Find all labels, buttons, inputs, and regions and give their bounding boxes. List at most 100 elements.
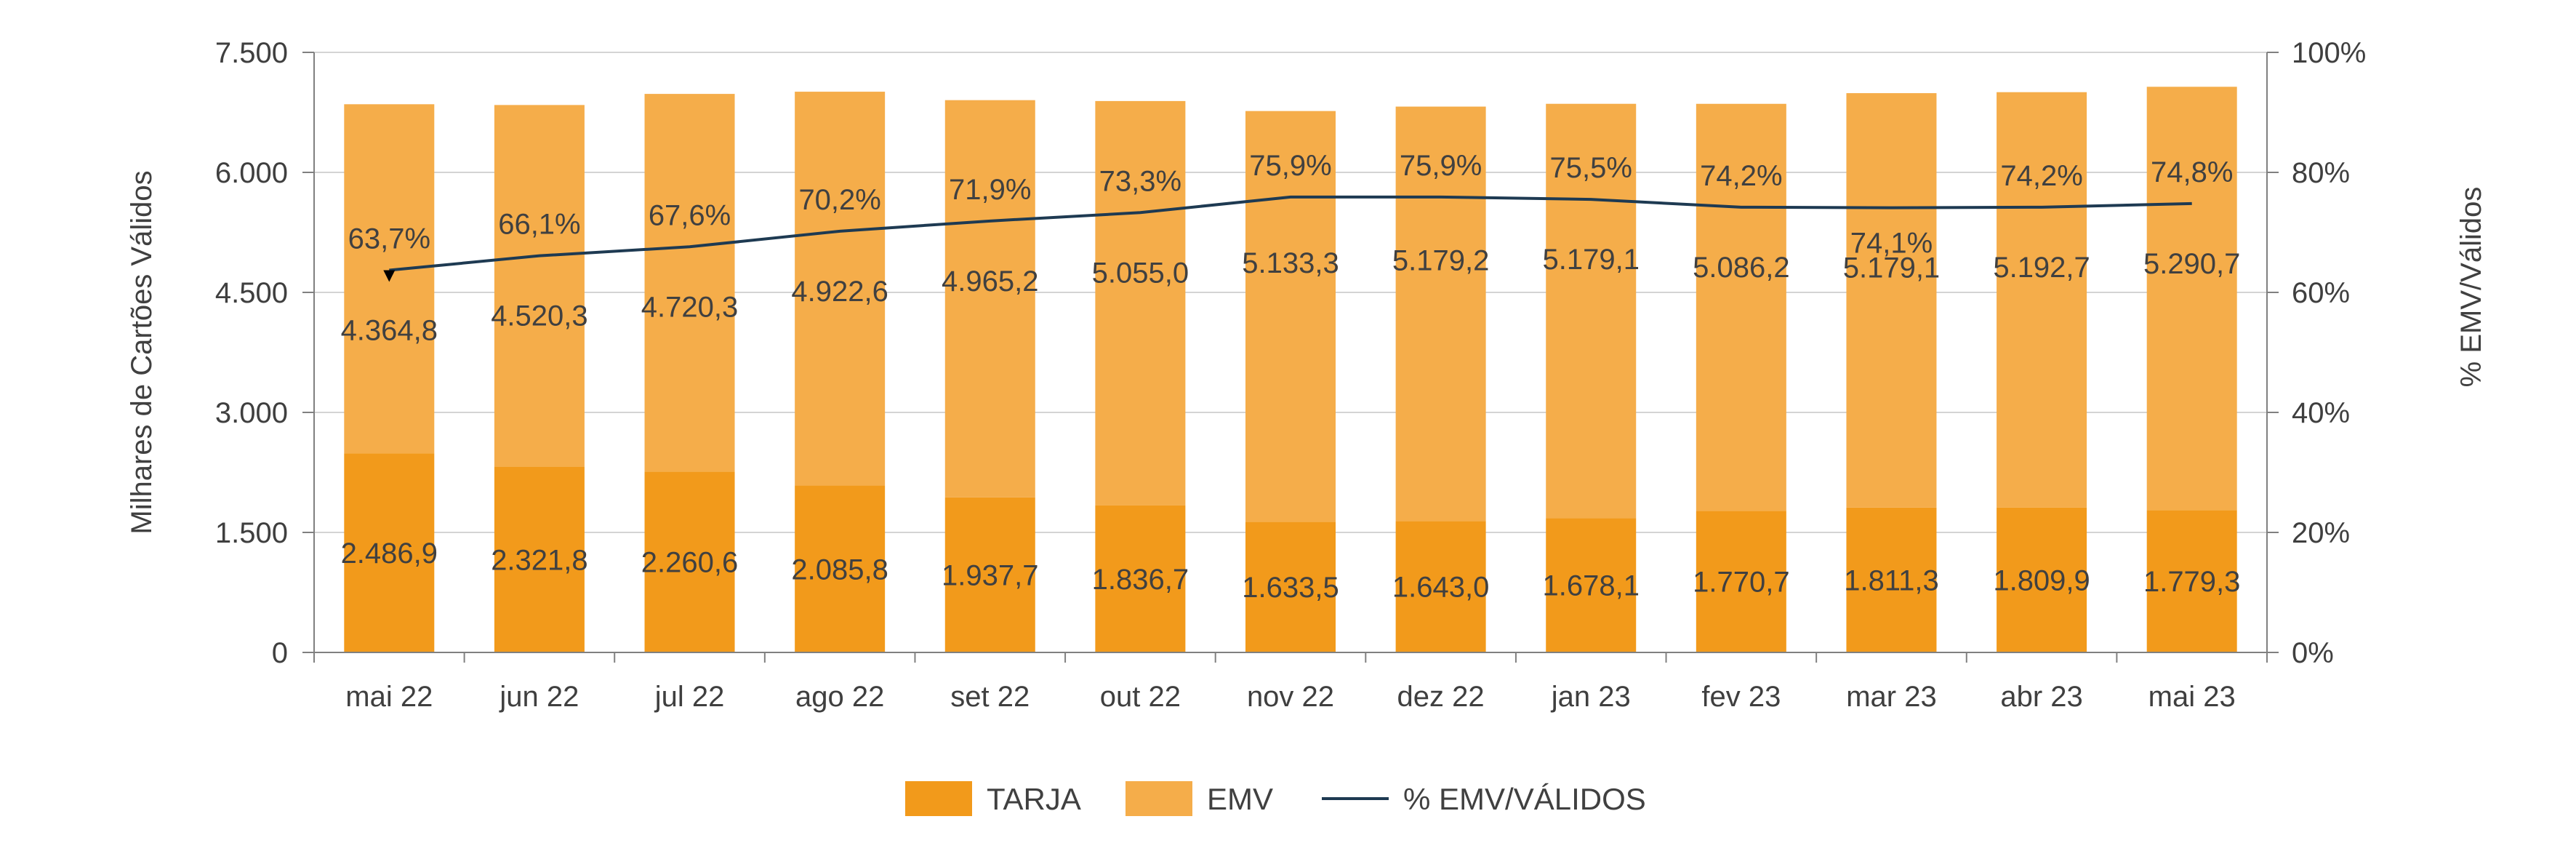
x-tick-label: ago 22 xyxy=(795,681,884,713)
label-pct: 70,2% xyxy=(798,184,880,216)
label-emv: 5.192,7 xyxy=(1993,252,2090,284)
label-emv: 4.520,3 xyxy=(491,300,587,332)
label-tarja: 1.770,7 xyxy=(1693,567,1789,599)
y-tick-label: 0 xyxy=(272,637,288,669)
legend-label: EMV xyxy=(1207,782,1273,816)
legend: TARJA EMV % EMV/VÁLIDOS xyxy=(905,781,1646,816)
bar-tarja xyxy=(1846,507,1937,652)
label-tarja: 2.260,6 xyxy=(641,547,738,579)
label-pct: 74,1% xyxy=(1850,228,1933,260)
y-tick-label: 4.500 xyxy=(215,277,288,309)
label-tarja: 1.811,3 xyxy=(1844,564,1939,596)
legend-item: % EMV/VÁLIDOS xyxy=(1322,782,1646,816)
label-tarja: 1.836,7 xyxy=(1092,564,1189,596)
label-tarja: 1.779,3 xyxy=(2143,566,2240,598)
label-emv: 5.133,3 xyxy=(1242,247,1339,279)
pct-line xyxy=(383,195,2192,282)
legend-label: % EMV/VÁLIDOS xyxy=(1403,782,1646,816)
label-pct: 75,9% xyxy=(1400,150,1482,182)
x-tick-label: mai 23 xyxy=(2148,681,2236,713)
label-emv: 4.364,8 xyxy=(341,314,438,346)
bar-tarja xyxy=(795,485,886,652)
bars xyxy=(344,87,2237,652)
x-tick-label: fev 23 xyxy=(1701,681,1781,713)
pct-start-marker xyxy=(383,270,396,282)
x-tick-label: set 22 xyxy=(950,681,1030,713)
label-pct: 71,9% xyxy=(949,174,1031,206)
y2-tick-label: 60% xyxy=(2292,277,2350,309)
bar-emv xyxy=(1997,92,2087,508)
label-emv: 5.179,1 xyxy=(1843,252,1940,284)
bar-tarja xyxy=(1997,507,2087,652)
bar-emv xyxy=(944,100,1035,498)
x-tick-label: jan 23 xyxy=(1551,681,1631,713)
bar-emv xyxy=(2146,87,2237,511)
label-pct: 66,1% xyxy=(498,209,580,241)
bar-emv xyxy=(1245,111,1336,522)
bar-tarja xyxy=(1395,521,1486,652)
label-emv: 5.179,2 xyxy=(1392,244,1489,276)
label-tarja: 2.486,9 xyxy=(341,538,438,570)
label-emv: 5.179,1 xyxy=(1542,244,1639,276)
bar-emv xyxy=(1696,103,1786,511)
axes: 0 1.500 3.000 4.500 6.000 7.500 0% 20% 40% 60% 80%… xyxy=(126,37,2487,713)
y2-axis-title: % EMV/Válidos xyxy=(2455,187,2487,388)
label-pct: 74,8% xyxy=(2151,156,2233,188)
y2-tick-label: 40% xyxy=(2292,397,2350,429)
label-emv: 4.922,6 xyxy=(791,276,888,308)
y2-tick-label: 100% xyxy=(2292,37,2366,69)
label-tarja: 1.633,5 xyxy=(1242,572,1339,604)
label-emv: 5.290,7 xyxy=(2143,248,2240,280)
label-pct: 74,2% xyxy=(1700,160,1782,192)
label-emv: 5.086,2 xyxy=(1693,252,1789,284)
y-tick-label: 6.000 xyxy=(215,157,288,189)
bar-tarja xyxy=(1696,511,1786,652)
label-tarja: 1.643,0 xyxy=(1392,572,1489,604)
bar-emv xyxy=(494,105,585,467)
x-tick-label: jun 22 xyxy=(499,681,579,713)
x-tick-label: jul 22 xyxy=(654,681,725,713)
bar-tarja xyxy=(2146,510,2237,652)
y2-tick-label: 0% xyxy=(2292,637,2334,669)
legend-swatch xyxy=(905,781,972,816)
bar-tarja xyxy=(944,497,1035,652)
label-emv: 5.055,0 xyxy=(1092,257,1189,289)
y2-tick-label: 80% xyxy=(2292,157,2350,189)
label-pct: 74,2% xyxy=(2000,160,2082,192)
legend-item: TARJA xyxy=(905,781,1081,816)
y-tick-label: 1.500 xyxy=(215,517,288,549)
bar-tarja xyxy=(1245,522,1336,652)
x-tick-label: out 22 xyxy=(1100,681,1181,713)
bar-emv xyxy=(1546,103,1637,519)
legend-label: TARJA xyxy=(987,782,1081,816)
label-emv: 4.720,3 xyxy=(641,291,738,323)
y-tick-label: 3.000 xyxy=(215,397,288,429)
bar-emv xyxy=(1095,100,1186,506)
bar-tarja xyxy=(494,466,585,652)
bar-tarja xyxy=(344,453,435,652)
label-pct: 75,9% xyxy=(1249,150,1331,182)
pct-series-line xyxy=(389,195,2192,272)
bar-tarja xyxy=(1095,505,1186,652)
bar-emv xyxy=(795,92,886,486)
legend-swatch xyxy=(1126,781,1192,816)
x-tick-label: dez 22 xyxy=(1397,681,1485,713)
bar-tarja xyxy=(1546,518,1637,652)
label-pct: 75,5% xyxy=(1550,152,1632,184)
bar-emv xyxy=(1395,106,1486,522)
bar-emv xyxy=(1846,93,1937,508)
x-tick-label: nov 22 xyxy=(1247,681,1334,713)
y-tick-label: 7.500 xyxy=(215,37,288,69)
y2-tick-label: 20% xyxy=(2292,517,2350,549)
x-tick-label: mar 23 xyxy=(1846,681,1937,713)
label-tarja: 1.809,9 xyxy=(1993,564,2090,596)
data-labels: 2.486,9 4.364,8 63,7% 2.321,8 4.520,3 66,1% 2.… xyxy=(341,150,2241,604)
label-emv: 4.965,2 xyxy=(942,265,1038,297)
label-tarja: 2.321,8 xyxy=(491,544,587,576)
label-pct: 63,7% xyxy=(348,223,430,255)
bar-emv xyxy=(644,94,735,472)
bar-tarja xyxy=(644,471,735,652)
label-tarja: 1.937,7 xyxy=(942,559,1038,591)
x-tick-label: abr 23 xyxy=(2000,681,2082,713)
